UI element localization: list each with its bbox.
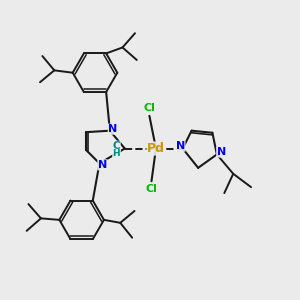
Text: Cl: Cl	[146, 184, 158, 194]
Text: N: N	[98, 160, 107, 170]
Text: N: N	[176, 141, 185, 151]
Text: N: N	[217, 147, 226, 157]
Text: N: N	[108, 124, 118, 134]
Text: Pd: Pd	[147, 142, 165, 155]
Text: C: C	[112, 141, 120, 151]
Text: Cl: Cl	[143, 103, 155, 113]
Text: H: H	[112, 149, 120, 158]
